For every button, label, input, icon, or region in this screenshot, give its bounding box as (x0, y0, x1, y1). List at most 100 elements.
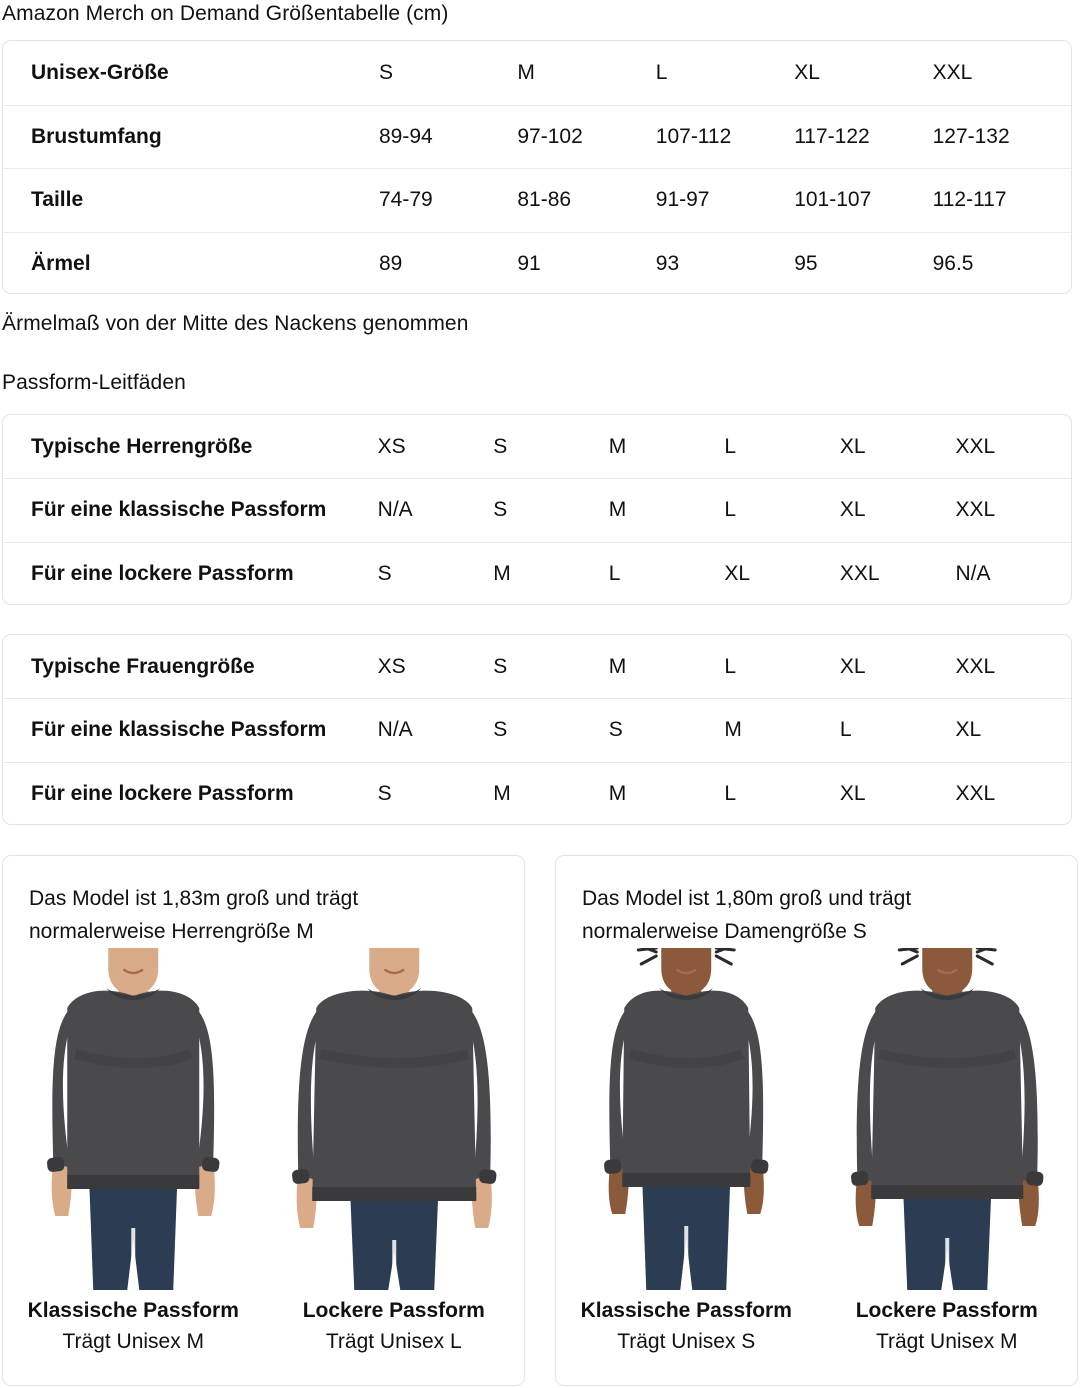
table-cell: 89 (378, 251, 403, 275)
male-relaxed-fit-illustration (291, 948, 496, 1290)
female-relaxed-fit-illustration (850, 948, 1043, 1290)
table-cell: N/A (377, 498, 413, 522)
table-row: Für eine klassische Passform N/A S M L XL XXL (3, 478, 1071, 541)
right-forearm (471, 1174, 492, 1228)
table-row: Für eine klassische Passform N/A S S M L XL (3, 698, 1071, 761)
fit-caption: Klassische Passform Trägt Unisex M (3, 1296, 264, 1357)
mouth (676, 968, 697, 975)
table-cell: 96.5 (932, 251, 974, 275)
left-forearm (855, 1176, 876, 1226)
page-title: Amazon Merch on Demand Größentabelle (cm… (2, 2, 449, 25)
table-cell: 91-97 (655, 188, 710, 212)
sweatshirt-body (311, 990, 476, 1200)
table-cell: M (608, 434, 627, 458)
collar (106, 988, 161, 1000)
table-cell: 107-112 (655, 124, 732, 148)
table-cell: S (493, 654, 508, 678)
row-header-label: Für eine lockere Passform (31, 781, 294, 805)
table-cell: 127-132 (932, 124, 1010, 148)
fit-caption-title: Lockere Passform (855, 1299, 1038, 1322)
table-cell: XXL (839, 561, 880, 585)
table-cell: XL (839, 654, 866, 678)
table-cell: L (724, 434, 737, 458)
hair-right (975, 948, 997, 966)
fit-guides-heading: Passform-Leitfäden (2, 371, 186, 394)
left-forearm (296, 1174, 317, 1228)
collar (919, 988, 974, 1000)
row-header-label: Unisex-Größe (31, 60, 169, 84)
waistband (311, 1187, 476, 1201)
fit-caption: Lockere Passform Trägt Unisex L (264, 1296, 525, 1357)
table-cell: N/A (377, 718, 413, 742)
table-cell: 112-117 (932, 188, 1007, 212)
table-cell: 97-102 (517, 124, 583, 148)
hair-left (897, 948, 919, 966)
table-cell: S (493, 718, 508, 742)
model-description: Das Model ist 1,83m groß und trägt norma… (29, 887, 359, 943)
male-classic-fit-illustration (47, 948, 220, 1290)
table-cell: 74-79 (378, 188, 433, 212)
row-header-label: Ärmel (31, 251, 91, 275)
model-figure (264, 948, 525, 1290)
hair-right (714, 948, 736, 966)
fit-caption-size: Trägt Unisex M (62, 1330, 205, 1353)
fit-caption-title: Lockere Passform (302, 1299, 485, 1322)
table-cell: XL (839, 498, 866, 522)
mens-fit-guide-table: Typische Herrengröße XS S M L XL XXL Für eine k… (2, 414, 1072, 605)
row-header-label: Typische Herrengröße (31, 434, 253, 458)
row-header-label: Taille (31, 188, 84, 212)
table-cell: S (493, 434, 508, 458)
table-cell: XL (955, 718, 982, 742)
womens-fit-guide-table: Typische Frauengröße XS S M L XL XXL Für eine k… (2, 634, 1072, 825)
table-cell: 95 (794, 251, 818, 275)
table-cell: M (493, 561, 511, 585)
table-row: Typische Herrengröße XS S M L XL XXL (3, 415, 1071, 478)
table-cell: L (839, 718, 852, 742)
table-cell: XL (794, 60, 820, 84)
collar (659, 988, 714, 1000)
table-row: Typische Frauengröße XS S M L XL XXL (3, 635, 1071, 698)
waistband (870, 1185, 1023, 1199)
fit-caption: Klassische Passform Trägt Unisex S (556, 1296, 817, 1357)
model-figure (817, 948, 1078, 1290)
table-cell: 81-86 (517, 188, 572, 212)
table-cell: XS (377, 434, 406, 458)
model-description: Das Model ist 1,80m groß und trägt norma… (582, 887, 912, 943)
waistband (67, 1175, 200, 1189)
row-header-label: Für eine klassische Passform (31, 718, 327, 742)
row-header-label: Typische Frauengröße (31, 654, 255, 678)
mouth (123, 968, 144, 975)
womens-model-card: Das Model ist 1,80m groß und trägt norma… (555, 855, 1078, 1386)
table-cell: M (517, 60, 535, 84)
model-figure (556, 948, 817, 1290)
table-cell: 93 (655, 251, 680, 275)
table-row: Für eine lockere Passform S M L XL XXL N/A (3, 541, 1071, 604)
table-cell: XXL (955, 654, 996, 678)
table-cell: XL (839, 434, 866, 458)
table-cell: 101-107 (794, 188, 872, 212)
model-figure (3, 948, 264, 1290)
mens-model-card: Das Model ist 1,83m groß und trägt norma… (2, 855, 525, 1386)
table-row: Ärmel 89 91 93 95 96.5 (3, 231, 1071, 294)
table-cell: XS (377, 654, 406, 678)
waistband (622, 1173, 751, 1187)
right-forearm (194, 1162, 215, 1216)
table-cell: XL (724, 561, 751, 585)
model-figures (3, 948, 524, 1290)
table-cell: XXL (955, 434, 996, 458)
table-cell: XXL (955, 498, 996, 522)
table-cell: XL (839, 781, 866, 805)
left-forearm (51, 1162, 72, 1216)
table-cell: XXL (932, 60, 973, 84)
fit-caption-title: Klassische Passform (27, 1299, 239, 1322)
sweatshirt-body (622, 990, 751, 1186)
table-cell: M (608, 781, 627, 805)
fit-caption: Lockere Passform Trägt Unisex M (817, 1296, 1078, 1357)
sleeve-measurement-note: Ärmelmaß von der Mitte des Nackens genom… (2, 312, 469, 335)
table-cell: S (493, 498, 508, 522)
row-header-label: Für eine lockere Passform (31, 561, 294, 585)
fit-caption-title: Klassische Passform (580, 1299, 792, 1322)
table-cell: N/A (955, 561, 991, 585)
collar (366, 988, 421, 1000)
